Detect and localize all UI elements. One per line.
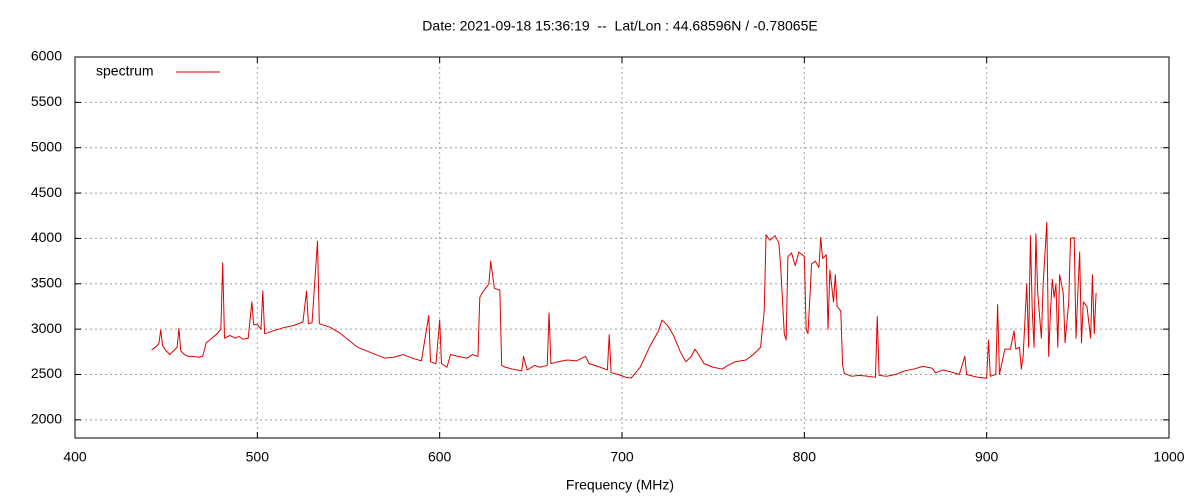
x-tick-label: 900 (975, 449, 999, 465)
x-tick-label: 700 (610, 449, 634, 465)
x-tick-label: 400 (63, 449, 87, 465)
x-tick-label: 500 (246, 449, 270, 465)
y-tick-label: 5000 (31, 138, 62, 154)
y-tick-label: 4000 (31, 229, 62, 245)
y-tick-label: 3000 (31, 320, 62, 336)
spectrum-line (151, 221, 1097, 379)
x-tick-label: 800 (793, 449, 817, 465)
x-axis-label: Frequency (MHz) (566, 477, 674, 493)
legend-label: spectrum (96, 63, 154, 79)
y-tick-label: 4500 (31, 184, 62, 200)
x-tick-label: 1000 (1153, 449, 1184, 465)
plot-frame (74, 56, 1170, 439)
y-tick-label: 2500 (31, 365, 62, 381)
y-tick-label: 5500 (31, 93, 62, 109)
y-tick-label: 3500 (31, 274, 62, 290)
y-tick-label: 2000 (31, 411, 62, 427)
x-tick-label: 600 (428, 449, 452, 465)
y-tick-label: 6000 (31, 48, 62, 64)
chart-title: Date: 2021-09-18 15:36:19 -- Lat/Lon : 4… (422, 18, 817, 34)
